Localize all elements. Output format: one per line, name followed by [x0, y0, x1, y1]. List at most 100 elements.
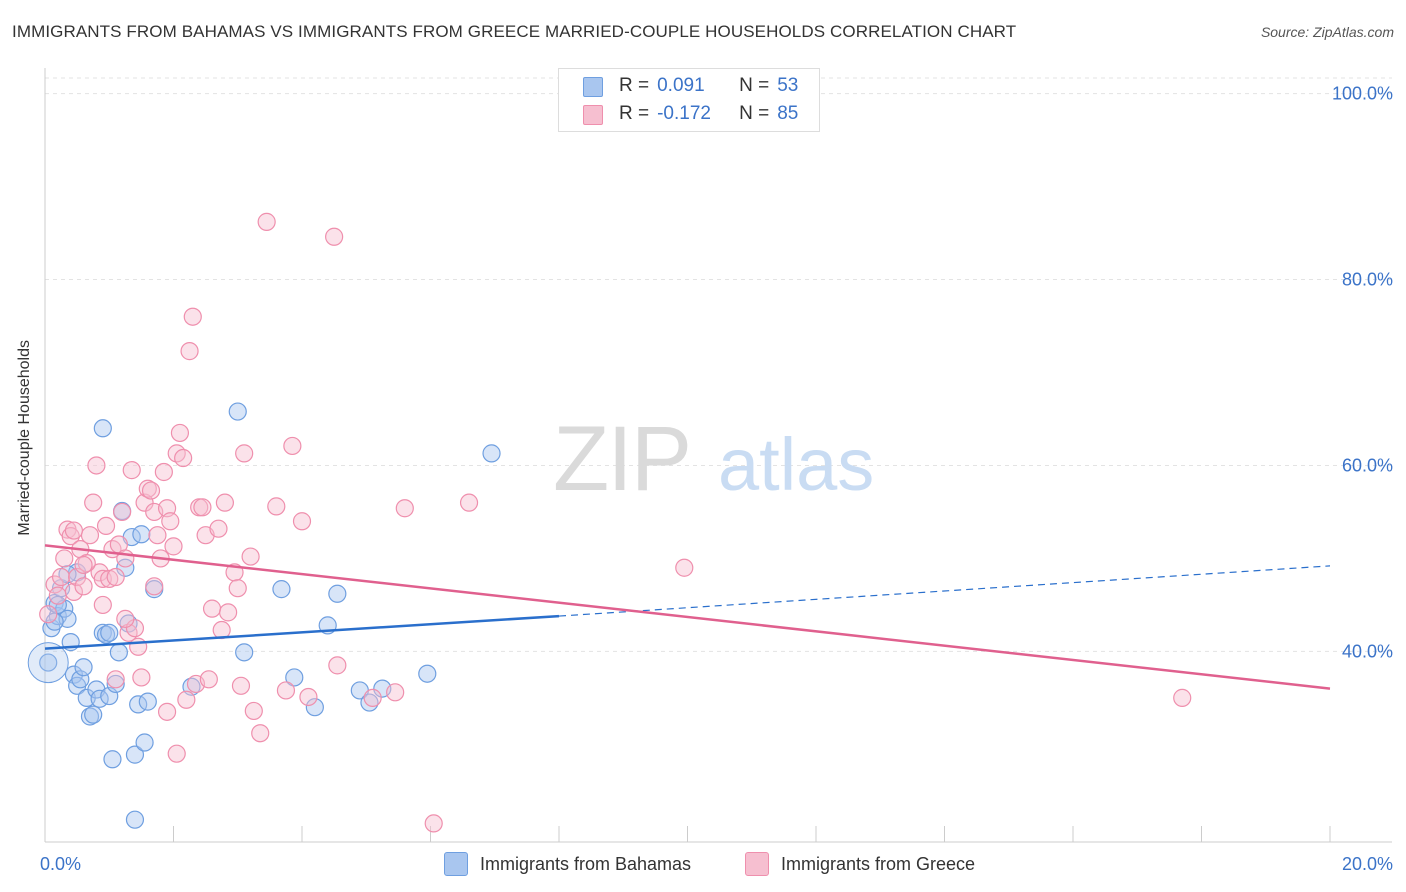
- bahamas-point-large: [27, 642, 69, 684]
- greece-point: [74, 555, 93, 575]
- legend-swatch-greece: [745, 852, 769, 876]
- bahamas-point: [135, 733, 154, 752]
- greece-point: [157, 702, 177, 721]
- greece-point: [251, 724, 270, 743]
- bahamas-point: [109, 643, 128, 662]
- r-value: -0.172: [657, 103, 711, 124]
- watermark-zip: ZIP: [553, 408, 690, 510]
- n-value: 53: [777, 75, 799, 96]
- stats-legend-box: R = 0.091 N = 53 R = -0.172 N = 85: [558, 68, 820, 132]
- legend-item-greece[interactable]: Immigrants from Greece: [745, 852, 975, 876]
- tick-labels: 100.0% 80.0% 60.0% 40.0% 0.0% 20.0%: [40, 84, 1393, 874]
- greece-point: [167, 744, 186, 763]
- bahamas-point: [482, 444, 501, 463]
- greece-point: [138, 479, 157, 498]
- greece-point: [257, 212, 276, 231]
- greece-point: [106, 670, 125, 689]
- bahamas-trend-line: [44, 614, 560, 650]
- greece-point: [164, 537, 183, 556]
- greece-point: [64, 521, 84, 540]
- y-tick-label: 40.0%: [1342, 641, 1393, 661]
- bahamas-point: [80, 707, 100, 726]
- greece-point: [112, 502, 132, 522]
- greece-point: [154, 462, 173, 482]
- greece-point: [77, 553, 96, 573]
- greece-point: [675, 558, 694, 577]
- gridlines: [45, 77, 1392, 652]
- data-points: [27, 212, 1192, 833]
- legend-label-bahamas: Immigrants from Bahamas: [480, 853, 692, 874]
- greece-point: [244, 701, 263, 721]
- greece-point: [228, 579, 247, 598]
- greece-point: [199, 670, 218, 689]
- greece-point: [100, 569, 119, 588]
- greece-point: [209, 519, 228, 538]
- greece-point: [328, 656, 347, 675]
- legend-item-bahamas[interactable]: Immigrants from Bahamas: [444, 852, 691, 876]
- bahamas-swatch: [583, 77, 603, 97]
- watermark: ZIP atlas: [553, 408, 874, 510]
- series-legend: Immigrants from Bahamas Immigrants from …: [0, 852, 1406, 878]
- legend-label-greece: Immigrants from Greece: [781, 853, 976, 874]
- bahamas-point: [125, 745, 145, 764]
- greece-point: [84, 493, 103, 512]
- greece-point: [267, 497, 286, 516]
- n-value: 85: [777, 103, 799, 124]
- greece-point: [177, 690, 196, 709]
- stats-row-bahamas: R = 0.091 N = 53: [583, 74, 798, 98]
- greece-point: [96, 516, 116, 536]
- bahamas-point: [39, 653, 58, 672]
- n-label: N =: [739, 103, 770, 124]
- greece-point: [132, 668, 151, 687]
- axes: [44, 68, 1392, 843]
- stats-row-greece: R = -0.172 N = 85: [583, 102, 798, 126]
- bahamas-trend-extension: [558, 565, 1331, 617]
- greece-swatch: [583, 105, 603, 125]
- greece-point: [74, 577, 93, 596]
- n-label: N =: [739, 75, 770, 96]
- bahamas-point: [84, 705, 103, 724]
- bahamas-point: [100, 623, 119, 642]
- y-tick-label: 80.0%: [1342, 270, 1393, 290]
- greece-point: [180, 342, 199, 361]
- bahamas-point: [138, 692, 157, 711]
- bahamas-point: [305, 698, 324, 717]
- greece-point: [170, 423, 190, 443]
- bahamas-point: [93, 419, 112, 438]
- greece-point: [1173, 688, 1192, 707]
- bahamas-point: [71, 670, 90, 689]
- greece-point: [193, 498, 212, 517]
- greece-point: [145, 577, 164, 596]
- greece-point: [87, 456, 106, 475]
- bahamas-point: [228, 402, 247, 421]
- greece-point: [241, 547, 260, 566]
- greece-point: [325, 227, 344, 246]
- greece-point: [283, 436, 302, 456]
- trend-lines: [44, 544, 1331, 690]
- bahamas-point: [272, 580, 291, 599]
- greece-point: [459, 493, 479, 512]
- chart-title: IMMIGRANTS FROM BAHAMAS VS IMMIGRANTS FR…: [12, 22, 1017, 41]
- greece-point: [129, 637, 148, 656]
- bahamas-point: [106, 674, 125, 694]
- bahamas-point: [285, 668, 304, 687]
- greece-point: [219, 603, 238, 622]
- greece-point: [231, 676, 251, 695]
- x-tick-label: 0.0%: [40, 854, 81, 874]
- bahamas-point: [45, 612, 64, 631]
- bahamas-point: [132, 525, 151, 544]
- bahamas-point: [235, 643, 254, 662]
- chart-source: Source: ZipAtlas.com: [1260, 24, 1394, 40]
- greece-point: [106, 567, 125, 587]
- greece-point: [276, 681, 296, 700]
- greece-point: [80, 526, 100, 545]
- x-tick-label: 20.0%: [1342, 854, 1393, 874]
- greece-point: [39, 605, 58, 624]
- r-label: R =: [619, 75, 650, 96]
- greece-point: [215, 493, 234, 512]
- watermark-atlas: atlas: [718, 423, 874, 506]
- greece-point: [386, 683, 405, 702]
- bahamas-point: [93, 623, 112, 642]
